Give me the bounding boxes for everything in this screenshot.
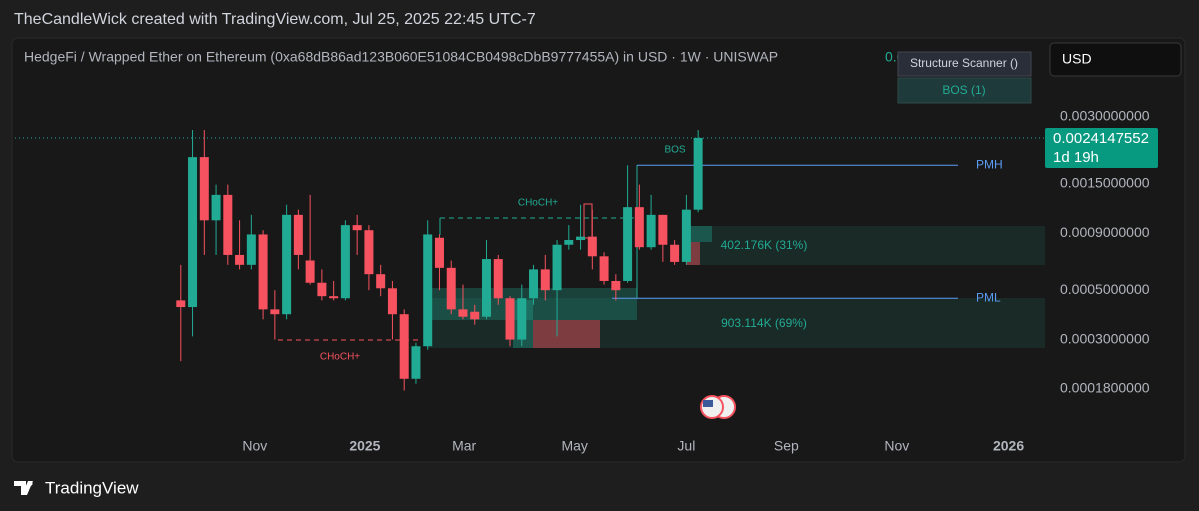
indicator-box <box>897 51 1032 77</box>
candle-body <box>493 259 503 299</box>
candle-body <box>481 259 491 317</box>
candle-body <box>176 300 186 308</box>
volume-zone-lower <box>428 298 1045 348</box>
y-tick-label: 0.0009000000 <box>1060 224 1150 240</box>
x-tick-label: 2025 <box>349 438 380 454</box>
candle-body <box>646 214 656 248</box>
candle-body <box>352 225 362 231</box>
candle-body <box>505 298 515 340</box>
upper-zone-green <box>686 226 712 242</box>
x-tick-label: Nov <box>242 438 267 454</box>
candle-body <box>329 296 339 299</box>
currency-button[interactable]: USD <box>1049 42 1182 77</box>
candle-body <box>258 234 268 310</box>
candle-body <box>317 282 327 297</box>
x-tick-label: Jul <box>677 438 695 454</box>
event-flags[interactable] <box>700 395 736 419</box>
candle-body <box>599 256 609 281</box>
x-tick-label: May <box>561 438 587 454</box>
footer-logo: TradingView <box>14 478 139 497</box>
y-tick-label: 0.0005000000 <box>1060 281 1150 297</box>
candle-body <box>434 237 444 268</box>
candle-body <box>188 157 198 308</box>
indicator-legend: Structure Scanner () BOS (1) <box>897 51 1032 104</box>
candle-body <box>658 214 668 245</box>
flag-canton <box>703 400 713 407</box>
candle-body <box>670 244 680 262</box>
x-tick-label: Mar <box>452 438 476 454</box>
candle-body <box>411 346 421 379</box>
candle-body <box>282 214 292 315</box>
candle-body <box>693 137 703 210</box>
attribution: TheCandleWick created with TradingView.c… <box>14 11 536 28</box>
candle-body <box>611 280 621 291</box>
x-tick-label: 2026 <box>993 438 1024 454</box>
indicator-legend-label: BOS (1) <box>942 83 985 97</box>
candle-body <box>376 274 386 289</box>
volume-label-lower: 903.114K (69%) <box>721 316 807 330</box>
annotation-choch-up: CHoCH+ <box>518 198 558 209</box>
chart-title: HedgeFi / Wrapped Ether on Ethereum (0xa… <box>24 49 778 65</box>
level-label: PML <box>976 290 1001 304</box>
candle-body <box>681 209 691 262</box>
candle-body <box>540 269 550 291</box>
currency-label[interactable]: USD <box>1062 51 1092 67</box>
candle-body <box>458 309 468 317</box>
currency-box[interactable] <box>1049 42 1182 77</box>
candle-body <box>634 207 644 248</box>
candle-body <box>387 288 397 315</box>
chart-panel <box>11 37 1186 463</box>
candle-body <box>529 269 539 299</box>
volume-zone-upper <box>686 226 1045 265</box>
indicator-legend-box <box>897 77 1032 104</box>
candle-body <box>623 207 633 281</box>
candle-body <box>576 236 586 241</box>
price-tag-countdown: 1d 19h <box>1053 149 1099 166</box>
y-tick-label: 0.0003000000 <box>1060 330 1150 346</box>
candle-body <box>246 234 256 265</box>
x-tick-label: Sep <box>774 438 799 454</box>
price-tag <box>1045 127 1158 168</box>
candle-body <box>235 254 245 265</box>
candle-body <box>446 267 456 310</box>
price-tag-value: 0.0024147552 <box>1053 130 1149 147</box>
candle-body <box>552 244 562 291</box>
x-tick-label: Nov <box>884 438 909 454</box>
annotation-choch-down: CHoCH+ <box>320 352 360 363</box>
candle-body <box>517 298 527 340</box>
candle-body <box>564 240 574 245</box>
candle-body <box>199 157 209 221</box>
y-tick-label: 0.0030000000 <box>1060 108 1150 124</box>
logo-mark <box>14 481 33 495</box>
y-tick-label: 0.0001800000 <box>1060 380 1150 396</box>
annotation-bos: BOS <box>664 145 685 156</box>
y-tick-label: 0.0015000000 <box>1060 175 1150 191</box>
candle-body <box>423 234 433 347</box>
candle-body <box>340 225 350 299</box>
supply-zone-part <box>533 320 600 348</box>
candle-body <box>399 314 409 379</box>
level-label: PMH <box>976 157 1003 171</box>
candle-body <box>587 236 597 257</box>
candle-body <box>364 230 374 275</box>
volume-label-upper: 402.176K (31%) <box>721 238 808 252</box>
candle-body <box>223 194 233 255</box>
candle-body <box>470 311 480 320</box>
candle-body <box>270 309 280 315</box>
footer-brand: TradingView <box>45 478 139 497</box>
indicator-name: Structure Scanner () <box>910 56 1018 70</box>
candle-body <box>211 194 221 221</box>
candle-body <box>293 214 303 255</box>
candle-body <box>305 260 315 283</box>
